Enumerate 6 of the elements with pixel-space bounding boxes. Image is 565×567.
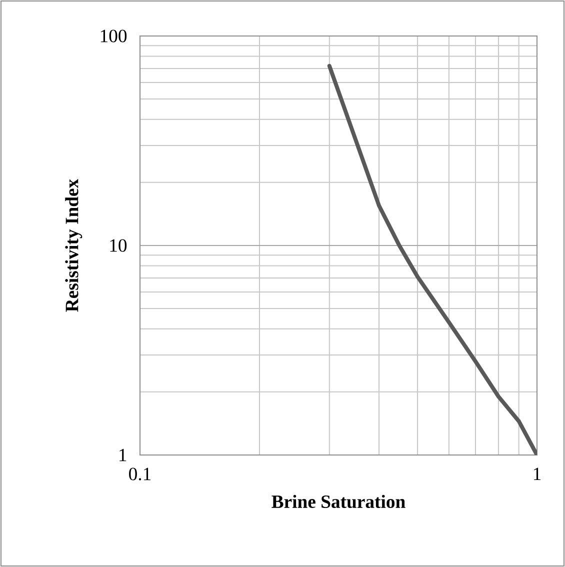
x-axis-title: Brine Saturation <box>272 494 406 508</box>
x-tick-label: 0.1 <box>129 468 151 480</box>
y-axis-title: Resistivity Index <box>65 178 82 312</box>
y-tick-label: 10 <box>110 239 127 252</box>
y-tick-label: 100 <box>100 30 127 42</box>
y-tick-label: 1 <box>120 448 126 462</box>
